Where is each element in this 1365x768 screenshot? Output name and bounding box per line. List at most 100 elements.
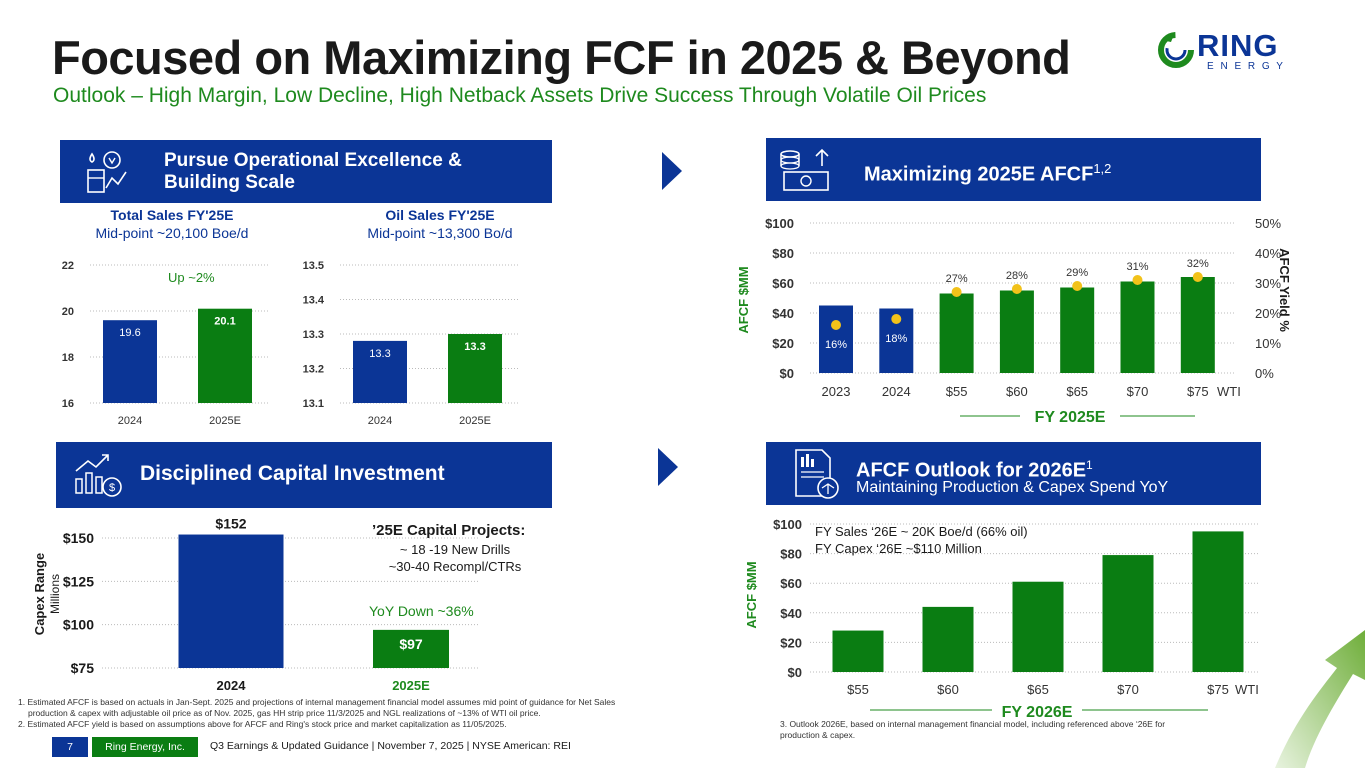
outlook-2026-title-text: AFCF Outlook for 2026E [856, 459, 1087, 482]
afcf26-xtick: $60 [937, 682, 959, 697]
footnotes-right: 3. Outlook 2026E, based on internal mana… [780, 719, 1260, 741]
afcf-banner-title: Maximizing 2025E AFCF1,2 [864, 158, 1111, 186]
footnote-2: 2. Estimated AFCF yield is based on assu… [18, 719, 507, 729]
afcf26-bar [1192, 531, 1244, 672]
total-sales-subtitle: Mid-point ~20,100 Boe/d [95, 225, 249, 241]
afcf26-ytick: $20 [780, 635, 802, 650]
total-sales-bar-label: 20.1 [214, 316, 235, 328]
afcf25-yield-point [1011, 284, 1022, 294]
afcf25-yield-point [891, 314, 902, 324]
afcf25-bar [1180, 277, 1215, 373]
oil-sales-chart: 13.1 13.2 13.3 13.4 13.5 13.3 2024 13.3 2025E [303, 260, 520, 427]
footnote-1a: 1. Estimated AFCF is based on actuals in… [18, 697, 616, 707]
capex-ylabel: Capex Range [32, 553, 47, 635]
capex-ylabel2: Millions [48, 574, 62, 614]
capital-banner-title: Disciplined Capital Investment [140, 462, 445, 485]
total-sales-xtick: 2025E [209, 415, 241, 427]
afcf25-bar [939, 293, 974, 373]
afcf26-fy-label: FY 2026E [1002, 704, 1073, 721]
afcf25-yield-label: 27% [946, 273, 968, 285]
afcf26-xtick: $65 [1027, 682, 1049, 697]
afcf26-ylabel: AFCF $MM [744, 561, 759, 628]
report-balance-icon [795, 449, 839, 499]
footer-event: Q3 Earnings & Updated Guidance | Novembe… [210, 740, 571, 752]
afcf25-ytick: $20 [772, 336, 794, 351]
afcf26-ytick: $0 [788, 665, 802, 680]
afcf25-yield-label: 32% [1187, 258, 1209, 270]
capex-chart: $75 $100 $125 $150 Capex Range Millions $152 20… [32, 516, 478, 693]
total-sales-title: Total Sales FY'25E [110, 207, 234, 223]
afcf26-ytick: $80 [780, 547, 802, 562]
chevron-right-icon [658, 448, 678, 486]
afcf26-ytick: $100 [773, 517, 802, 532]
capex-xtick: 2024 [217, 678, 247, 693]
outlook-2026-title: AFCF Outlook for 2026E1 [856, 454, 1093, 482]
afcf25-bar [999, 290, 1034, 373]
afcf25-yield-point [951, 287, 962, 297]
afcf25-y2tick: 20% [1255, 306, 1281, 321]
capital-projects-line2: ~30-40 Recompl/CTRs [388, 559, 522, 574]
logo-subword: E N E R G Y [1207, 61, 1285, 72]
total-sales-bar-label: 19.6 [119, 327, 140, 339]
footer-company: Ring Energy, Inc. [92, 737, 198, 757]
oil-sales-title: Oil Sales FY'25E [385, 207, 495, 223]
outlook-2026-sup: 1 [1086, 458, 1093, 472]
afcf26-xtick: $75 [1207, 682, 1229, 697]
total-sales-ytick: 18 [62, 352, 74, 364]
afcf25-xtick: 2024 [882, 384, 911, 399]
afcf25-y2tick: 30% [1255, 276, 1281, 291]
afcf25-ytick: $0 [780, 366, 794, 381]
page-title: Focused on Maximizing FCF in 2025 & Beyo… [52, 31, 1071, 84]
total-sales-ytick: 22 [62, 260, 74, 272]
afcf25-bar [1060, 287, 1095, 373]
ring-logo-mark [1158, 32, 1194, 68]
afcf26-xtick: $55 [847, 682, 869, 697]
oil-water-icon [87, 151, 127, 193]
afcf26-bar [922, 606, 974, 672]
afcf25-xtick: $75 [1187, 384, 1209, 399]
afcf25-ylabel: AFCF $MM [736, 266, 751, 333]
afcf25-xtick: $65 [1066, 384, 1088, 399]
capital-projects-title: ’25E Capital Projects: [372, 522, 526, 539]
capital-chart-icon: $ [75, 454, 122, 497]
afcf25-yield-point [1192, 272, 1203, 282]
afcf26-bar [832, 630, 884, 672]
capex-bar-label: $97 [399, 636, 423, 652]
oil-sales-subtitle: Mid-point ~13,300 Bo/d [367, 225, 513, 241]
afcf25-y2tick: 50% [1255, 216, 1281, 231]
total-sales-xtick: 2024 [118, 415, 142, 427]
afcf-2026-chart: $0 $20 $40 $60 $80 $100 AFCF $MM $55 $60 $65 $70 $7… [744, 517, 1260, 721]
total-sales-ytick: 20 [62, 306, 74, 318]
decorative-arrow [1275, 630, 1365, 768]
afcf25-ytick: $80 [772, 246, 794, 261]
total-sales-bar [103, 320, 157, 403]
outlook-2026-banner: AFCF Outlook for 2026E1 Maintaining Prod… [766, 442, 1261, 505]
outlook-2026-note2: FY Capex ‘26E ~$110 Million [815, 541, 982, 556]
chevron-right-icon [662, 152, 682, 190]
afcf26-bar [1102, 555, 1154, 672]
afcf25-bar [1120, 281, 1155, 373]
afcf-2025-chart: $0 0% $20 10% $40 20% $60 30% $80 40% $100 50% AFCF … [736, 216, 1290, 426]
oil-sales-ytick: 13.4 [303, 295, 325, 307]
afcf25-x-suffix: WTI [1217, 384, 1241, 399]
page-subtitle: Outlook – High Margin, Low Decline, High… [53, 84, 987, 107]
ring-energy-logo: RING E N E R G Y [1155, 28, 1315, 74]
footnote-3a: 3. Outlook 2026E, based on internal mana… [780, 719, 1166, 729]
afcf26-ytick: $60 [780, 576, 802, 591]
afcf25-yield-point [1072, 281, 1083, 291]
footnote-1b: production & capex with adjustable oil p… [28, 708, 541, 718]
afcf25-y2tick: 10% [1255, 336, 1281, 351]
oil-sales-ytick: 13.3 [303, 329, 324, 341]
capex-xtick: 2025E [392, 678, 430, 693]
afcf25-yield-label: 29% [1066, 267, 1088, 279]
afcf25-y2tick: 40% [1255, 246, 1281, 261]
capital-projects-line1: ~ 18 -19 New Drills [399, 542, 511, 557]
afcf-banner: Maximizing 2025E AFCF1,2 [766, 138, 1261, 201]
afcf-banner-sup: 1,2 [1093, 161, 1112, 176]
afcf25-xtick: $55 [946, 384, 968, 399]
ops-banner-line2: Building Scale [164, 172, 295, 193]
capex-bar-label: $152 [215, 516, 246, 532]
ops-banner: Pursue Operational Excellence & Building… [60, 140, 552, 203]
afcf25-ytick: $60 [772, 276, 794, 291]
oil-sales-bar-label: 13.3 [369, 348, 390, 360]
